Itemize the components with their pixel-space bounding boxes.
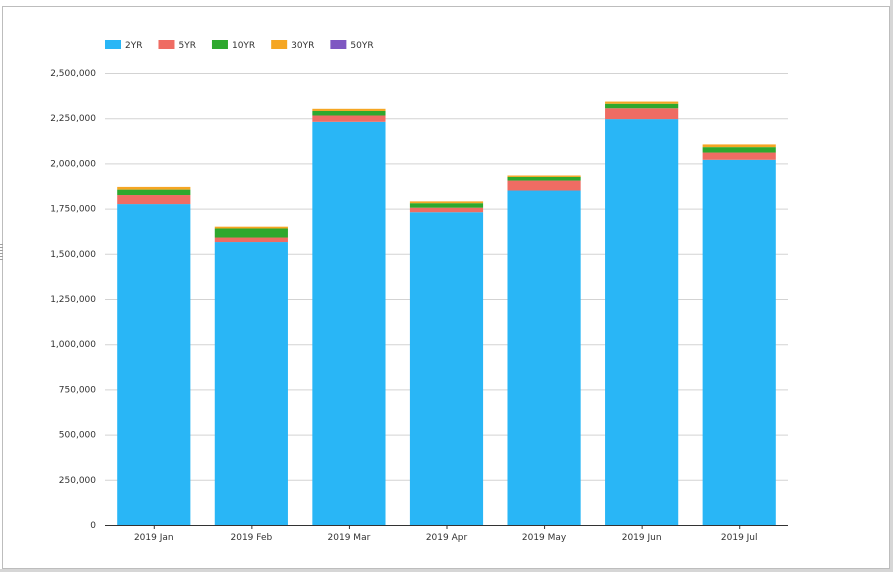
panel-bottom-border <box>0 569 893 572</box>
legend-item-30yr[interactable]: 30YR <box>271 40 314 51</box>
legend-item-50yr[interactable]: 50YR <box>330 40 374 51</box>
legend-swatch <box>330 40 347 49</box>
y-axis: 0 250,000 500,000 750,000 1,000,000 1,250,000… <box>50 69 96 531</box>
bar-segment-2yr[interactable] <box>312 121 386 525</box>
legend-swatch <box>158 40 175 49</box>
bar-segment-5yr[interactable] <box>409 207 484 213</box>
bar-segment-30yr[interactable] <box>605 101 679 104</box>
legend-item-10yr[interactable]: 10YR <box>211 40 255 51</box>
x-tick-label: 2019 Jul <box>721 533 758 543</box>
legend-label: 5YR <box>178 41 195 51</box>
x-tick-label: 2019 Jan <box>134 533 174 543</box>
bar-segment-10yr[interactable] <box>409 203 484 208</box>
x-tick-label: 2019 Apr <box>426 533 468 543</box>
bar-segment-30yr[interactable] <box>702 144 776 148</box>
bar-segment-5yr[interactable] <box>605 108 679 120</box>
bar-segment-5yr[interactable] <box>214 237 288 243</box>
x-tick-label: 2019 Jun <box>622 533 662 543</box>
bar-segment-5yr[interactable] <box>117 195 191 205</box>
bar-segment-30yr[interactable] <box>312 108 386 111</box>
legend-swatch <box>211 40 228 49</box>
y-tick-label: 2,500,000 <box>50 69 96 79</box>
bar-segment-2yr[interactable] <box>605 119 679 525</box>
legend-label: 30YR <box>291 41 314 51</box>
resize-grip-icon[interactable] <box>0 244 3 262</box>
bar-segment-30yr[interactable] <box>409 201 484 204</box>
legend-label: 50YR <box>350 41 373 51</box>
x-tick-label: 2019 Mar <box>328 533 371 543</box>
bar-segment-30yr[interactable] <box>117 186 191 190</box>
legend-label: 2YR <box>125 41 142 51</box>
y-tick-label: 2,250,000 <box>50 114 96 124</box>
legend-item-5yr[interactable]: 5YR <box>158 40 196 51</box>
bar-segment-2yr[interactable] <box>702 159 776 525</box>
y-tick-label: 2,000,000 <box>50 159 96 169</box>
bar-segment-10yr[interactable] <box>507 176 581 181</box>
bar-segment-2yr[interactable] <box>409 212 484 525</box>
bar-segment-2yr[interactable] <box>507 190 581 525</box>
y-tick-label: 1,000,000 <box>50 340 96 350</box>
legend-label: 10YR <box>232 41 255 51</box>
y-tick-label: 1,750,000 <box>50 205 96 215</box>
bar-segment-5yr[interactable] <box>702 152 776 160</box>
bar-segment-5yr[interactable] <box>312 115 386 122</box>
bar-segment-10yr[interactable] <box>117 189 191 196</box>
bar-segment-10yr[interactable] <box>605 103 679 109</box>
bar-segment-30yr[interactable] <box>507 175 581 177</box>
bars <box>117 101 776 525</box>
bar-segment-10yr[interactable] <box>214 228 288 238</box>
legend-swatch <box>105 40 121 49</box>
legend-swatch <box>271 40 288 49</box>
y-tick-label: 0 <box>90 521 96 531</box>
x-tick-label: 2019 Feb <box>231 533 273 543</box>
bar-segment-10yr[interactable] <box>312 110 386 116</box>
panel-right-border <box>890 0 893 572</box>
y-tick-label: 1,250,000 <box>50 295 96 305</box>
bar-segment-2yr[interactable] <box>214 242 288 525</box>
y-tick-label: 750,000 <box>59 385 96 395</box>
y-tick-label: 1,500,000 <box>50 250 96 260</box>
y-tick-label: 500,000 <box>59 431 96 441</box>
y-tick-label: 250,000 <box>59 476 96 486</box>
bar-segment-5yr[interactable] <box>507 180 581 191</box>
bar-segment-30yr[interactable] <box>214 226 288 229</box>
x-axis: 2019 Jan 2019 Feb 2019 Mar 2019 Apr 2019 May… <box>105 525 788 543</box>
legend-item-2yr[interactable]: 2YR <box>105 40 142 51</box>
bar-segment-2yr[interactable] <box>117 204 191 525</box>
x-tick-label: 2019 May <box>522 533 567 543</box>
chart-legend: 2YR 5YR 10YR 30YR 50YR <box>105 40 374 51</box>
bar-segment-10yr[interactable] <box>702 147 776 153</box>
